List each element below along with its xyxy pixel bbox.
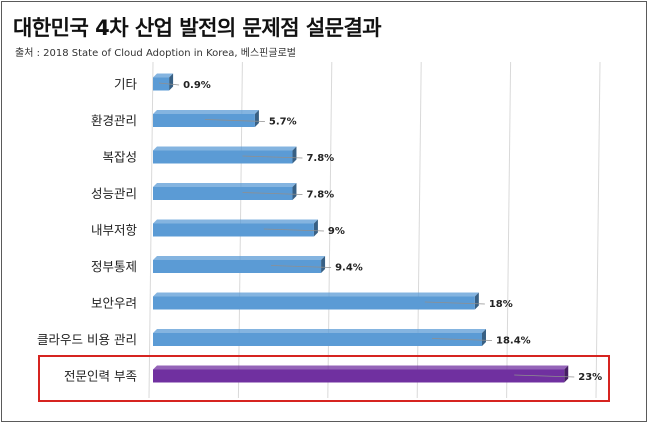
bar-top-face [153,292,479,297]
leader-line [204,119,265,122]
leader-line [271,265,332,268]
bar-top-face [153,256,326,260]
category-label: 전문인력 부족 [64,369,137,384]
bar [153,296,475,310]
gridline [506,61,512,399]
leader-line [242,192,303,195]
gridline [148,61,154,399]
bar [153,150,293,164]
value-label: 18% [489,299,513,310]
bar-side-face [313,219,318,237]
category-label: 보안우려 [91,296,137,311]
category-label: 성능관리 [91,186,137,201]
chart-title: 대한민국 4차 산업 발전의 문제점 설문결과 [13,16,382,40]
value-label: 9.4% [335,263,363,274]
bar [153,333,482,346]
value-label: 18.4% [496,336,531,347]
leader-line [158,82,180,86]
bar-side-face [254,110,259,127]
bar-side-face [474,292,479,310]
bar-side-face [481,329,486,346]
category-label: 환경관리 [91,113,137,128]
bar [153,223,314,237]
gridline [595,61,601,399]
leader-line [263,228,324,232]
bar [153,77,170,91]
highlight-box [38,355,610,402]
leader-line [424,301,485,305]
bar [153,369,565,383]
value-label: 7.8% [306,190,334,201]
bar-top-face [153,146,297,151]
value-label: 9% [328,226,345,237]
category-label: 정부통제 [91,259,137,274]
bar-top-face [153,73,174,78]
leader-line [242,155,303,159]
bar-side-face [564,365,569,383]
gridline [416,61,422,399]
value-label: 5.7% [269,117,297,128]
bar-side-face [321,256,326,273]
category-label: 내부저항 [91,223,138,238]
value-label: 23% [578,372,602,383]
category-label: 복잡성 [102,150,137,165]
bar-top-face [153,183,297,187]
bar-side-face [292,183,297,200]
bar [153,260,322,273]
leader-line [431,338,493,341]
bar-top-face [153,219,318,224]
bar [153,114,255,127]
bar-top-face [153,365,569,370]
bar-side-face [169,73,174,91]
bar-top-face [153,110,259,114]
chart-source: 출처 : 2018 State of Cloud Adoption in Kor… [15,48,296,59]
category-label: 기타 [114,77,138,92]
bar-side-face [292,146,297,164]
category-label: 클라우드 비용 관리 [37,332,137,347]
bar-top-face [153,329,486,333]
value-label: 0.9% [183,80,211,91]
bar [153,187,293,200]
leader-line [514,374,575,378]
value-label: 7.8% [306,153,334,164]
